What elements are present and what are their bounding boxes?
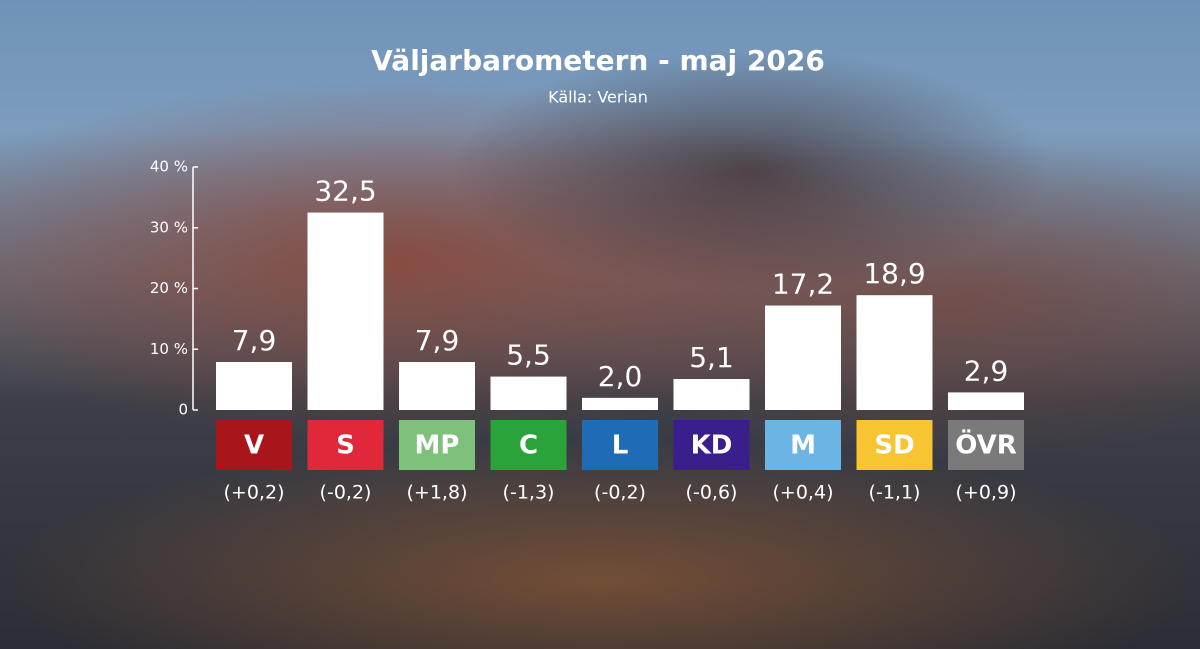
y-tick-label: 30 % [150, 218, 188, 236]
change-label: (+0,9) [956, 482, 1017, 504]
party-box [490, 420, 567, 470]
x-tick-label: L [612, 431, 629, 461]
x-tick-label: KD [691, 431, 733, 461]
bar [948, 392, 1024, 410]
y-tick-label: 0 [178, 401, 188, 419]
change-label: (+0,2) [224, 482, 285, 504]
bar [765, 305, 841, 410]
change-label: (-0,6) [686, 482, 738, 504]
chart-subtitle: Källa: Verian [548, 88, 648, 107]
value-label: 2,9 [964, 354, 1009, 387]
change-label: (-1,1) [869, 482, 921, 504]
change-label: (-0,2) [320, 482, 372, 504]
bar [307, 212, 384, 410]
change-label: (-1,3) [503, 482, 555, 504]
value-label: 7,9 [415, 324, 460, 357]
x-tick-label: MP [415, 431, 460, 461]
change-label: (+0,4) [773, 482, 834, 504]
value-label: 17,2 [772, 268, 834, 301]
y-tick-label: 20 % [150, 279, 188, 297]
value-label: 2,0 [598, 360, 643, 393]
change-label: (-0,2) [594, 482, 646, 504]
party-box [399, 420, 475, 470]
bar [673, 379, 750, 410]
party-box [673, 420, 750, 470]
party-box [765, 420, 841, 470]
x-tick-label: SD [874, 431, 914, 461]
party-box [307, 420, 384, 470]
value-label: 7,9 [232, 324, 277, 357]
value-label: 32,5 [314, 175, 376, 208]
party-box [582, 420, 658, 470]
x-tick-label: C [519, 431, 538, 461]
chart-title: Väljarbarometern - maj 2026 [371, 44, 825, 77]
bar [856, 295, 933, 410]
value-label: 18,9 [863, 257, 925, 290]
x-tick-label: V [244, 431, 264, 461]
party-box [216, 420, 292, 470]
x-tick-label: M [790, 431, 816, 461]
x-tick-label: S [336, 431, 355, 461]
value-label: 5,5 [506, 339, 551, 372]
party-box [948, 420, 1024, 470]
value-label: 5,1 [689, 341, 734, 374]
change-label: (+1,8) [407, 482, 468, 504]
y-tick-label: 10 % [150, 340, 188, 358]
bar [216, 362, 292, 410]
bar [399, 362, 475, 410]
y-tick-label: 40 % [150, 158, 188, 176]
x-tick-label: ÖVR [955, 428, 1017, 461]
bar [582, 397, 658, 410]
bar [490, 376, 567, 410]
party-box [856, 420, 933, 470]
